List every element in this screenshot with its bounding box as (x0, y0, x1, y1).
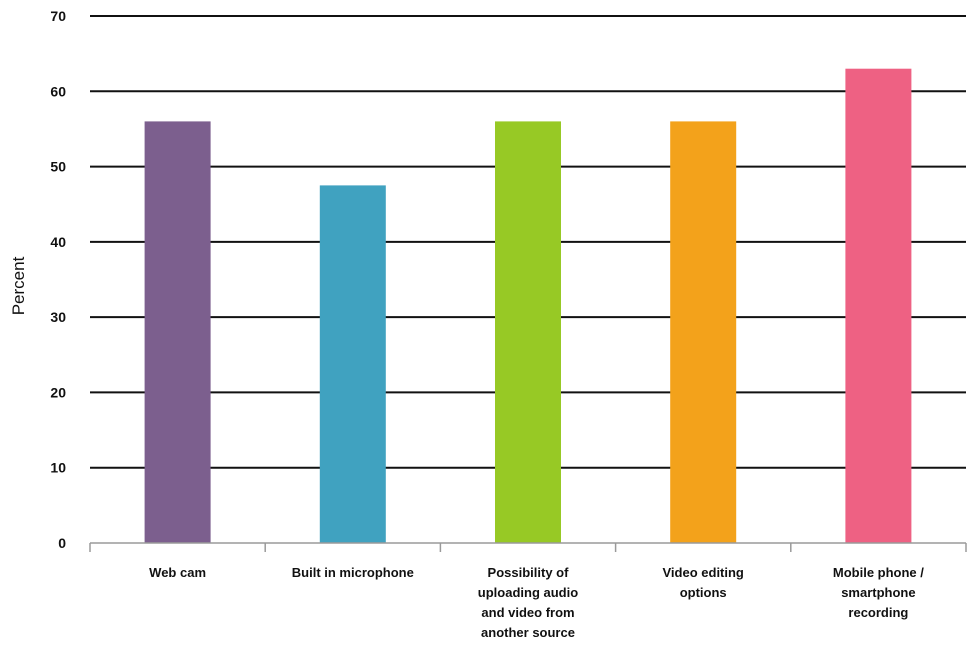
y-tick-label: 50 (50, 159, 66, 175)
bars (144, 68, 912, 544)
x-category-label: Web cam (149, 565, 206, 580)
x-category-label-line: options (680, 585, 727, 600)
x-category-label-line: Built in microphone (292, 565, 414, 580)
x-category-label-line: another source (481, 625, 575, 640)
x-category-label-line: Possibility of (488, 565, 570, 580)
y-tick-label: 70 (50, 8, 66, 24)
y-tick-label: 0 (58, 535, 66, 551)
bar (670, 121, 737, 544)
y-tick-label: 40 (50, 234, 66, 250)
x-category-label-line: recording (848, 605, 908, 620)
x-category-label-line: uploading audio (478, 585, 578, 600)
x-category-label-line: Mobile phone / (833, 565, 924, 580)
x-category-label-line: and video from (481, 605, 574, 620)
y-tick-labels: 0 10 20 30 40 50 60 70 (50, 8, 66, 551)
bar (495, 121, 561, 544)
bar (845, 68, 912, 543)
bar (319, 185, 386, 543)
x-category-label-line: Web cam (149, 565, 206, 580)
x-category-label-line: Video editing (663, 565, 744, 580)
y-tick-label: 30 (50, 309, 66, 325)
y-tick-label: 60 (50, 83, 66, 99)
x-category-labels: Web cam Built in microphone Possibility of… (149, 565, 924, 640)
x-category-label: Video editing options (663, 565, 744, 600)
x-category-label: Built in microphone (292, 565, 414, 580)
x-category-label: Mobile phone / smartphone recording (833, 565, 924, 620)
x-category-label: Possibility of uploading audio and video f… (478, 565, 578, 640)
x-axis (89, 542, 967, 552)
bar (144, 121, 211, 544)
y-tick-label: 10 (50, 460, 66, 476)
y-tick-label: 20 (50, 384, 66, 400)
x-category-label-line: smartphone (841, 585, 915, 600)
y-axis-title: Percent (9, 256, 28, 315)
